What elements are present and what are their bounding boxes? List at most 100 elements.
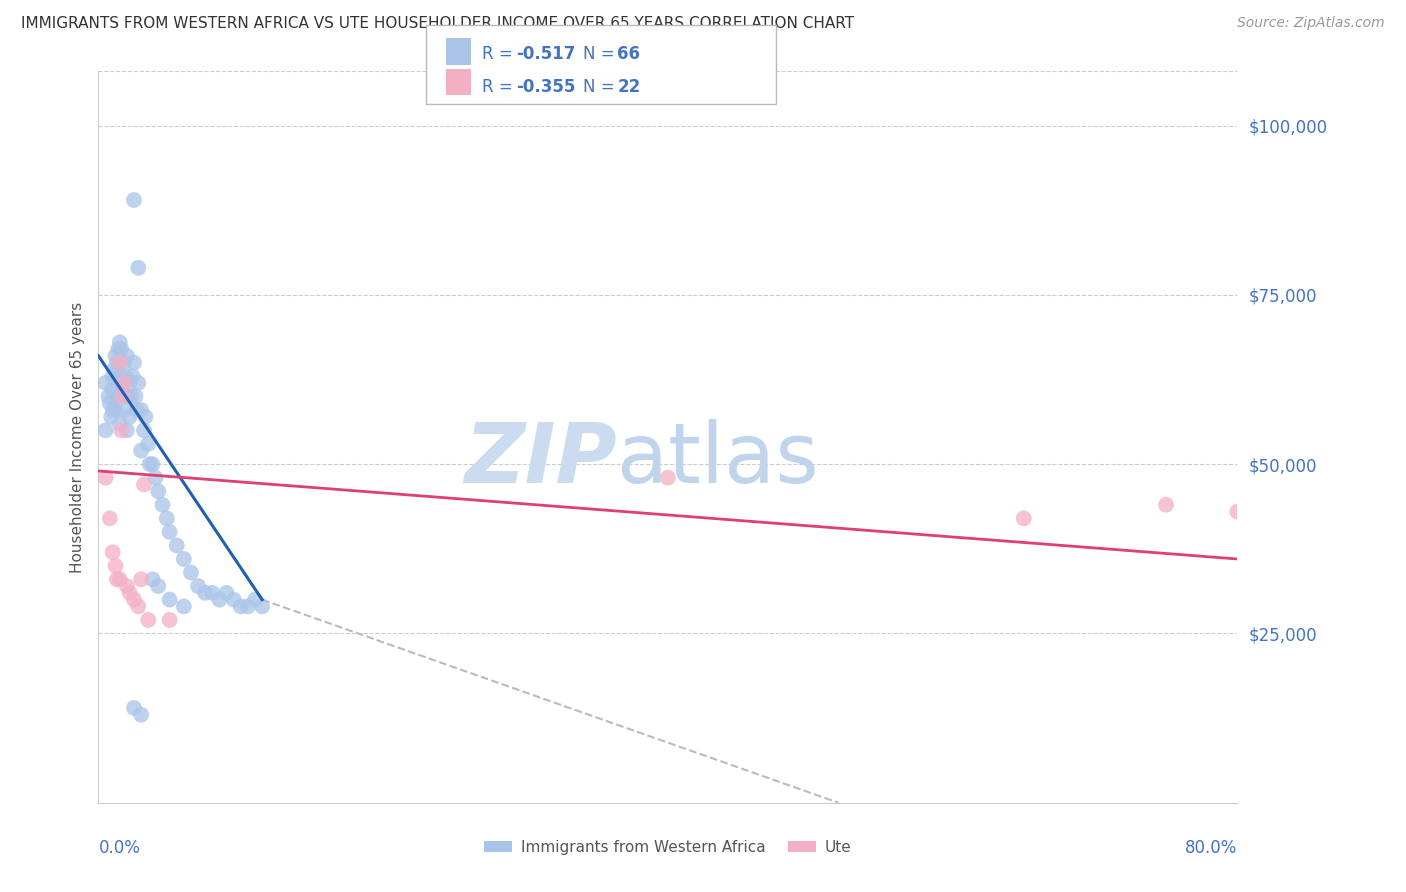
Point	[118, 409, 141, 424]
Point	[215, 586, 238, 600]
Point	[94, 423, 117, 437]
Point	[136, 613, 159, 627]
Point	[110, 342, 132, 356]
Point	[159, 613, 181, 627]
Point	[657, 471, 679, 485]
Point	[103, 362, 125, 376]
Point	[112, 376, 135, 390]
Point	[127, 376, 149, 390]
Point	[129, 707, 152, 722]
Point	[124, 389, 146, 403]
Point	[236, 599, 259, 614]
Point	[141, 572, 163, 586]
Text: IMMIGRANTS FROM WESTERN AFRICA VS UTE HOUSEHOLDER INCOME OVER 65 YEARS CORRELATI: IMMIGRANTS FROM WESTERN AFRICA VS UTE HO…	[21, 16, 855, 31]
Text: -0.517: -0.517	[516, 45, 575, 63]
Text: 66: 66	[617, 45, 640, 63]
Point	[127, 599, 149, 614]
Point	[1012, 511, 1035, 525]
Point	[98, 396, 121, 410]
Point	[152, 498, 174, 512]
Point	[222, 592, 245, 607]
Point	[122, 355, 145, 369]
Point	[111, 389, 134, 403]
Text: 22: 22	[617, 78, 641, 95]
Point	[148, 484, 170, 499]
Point	[105, 376, 128, 390]
Point	[108, 417, 131, 431]
Point	[173, 599, 195, 614]
Point	[159, 592, 181, 607]
Point	[229, 599, 252, 614]
Point	[148, 579, 170, 593]
Point	[250, 599, 273, 614]
Text: N =: N =	[583, 45, 620, 63]
Point	[180, 566, 202, 580]
Point	[243, 592, 266, 607]
Text: atlas: atlas	[617, 418, 818, 500]
Point	[156, 511, 179, 525]
Point	[129, 572, 152, 586]
Y-axis label: Householder Income Over 65 years: Householder Income Over 65 years	[69, 301, 84, 573]
Point	[125, 403, 148, 417]
Point	[121, 369, 143, 384]
Point	[97, 389, 120, 403]
Point	[201, 586, 224, 600]
Point	[101, 403, 124, 417]
Point	[108, 355, 131, 369]
Point	[104, 349, 127, 363]
Point	[122, 592, 145, 607]
Point	[114, 369, 136, 384]
Point	[115, 389, 138, 403]
Point	[132, 477, 155, 491]
Point	[105, 572, 128, 586]
Point	[115, 423, 138, 437]
Point	[118, 376, 141, 390]
Point	[136, 437, 159, 451]
Point	[104, 558, 127, 573]
Legend: Immigrants from Western Africa, Ute: Immigrants from Western Africa, Ute	[478, 834, 858, 861]
Point	[101, 383, 124, 397]
Point	[94, 471, 117, 485]
Point	[194, 586, 217, 600]
Point	[166, 538, 188, 552]
Point	[129, 443, 152, 458]
Point	[108, 335, 131, 350]
Point	[115, 349, 138, 363]
Point	[1154, 498, 1177, 512]
Point	[145, 471, 167, 485]
Point	[107, 389, 129, 403]
Point	[110, 389, 132, 403]
Text: R =: R =	[482, 45, 519, 63]
Point	[127, 260, 149, 275]
Point	[110, 423, 132, 437]
Point	[112, 355, 135, 369]
Point	[129, 403, 152, 417]
Point	[120, 389, 142, 403]
Point	[173, 552, 195, 566]
Text: Source: ZipAtlas.com: Source: ZipAtlas.com	[1237, 16, 1385, 30]
Point	[132, 423, 155, 437]
Point	[138, 457, 160, 471]
Point	[94, 376, 117, 390]
Point	[187, 579, 209, 593]
Text: R =: R =	[482, 78, 519, 95]
Point	[1226, 505, 1249, 519]
Text: ZIP: ZIP	[464, 418, 617, 500]
Point	[107, 342, 129, 356]
Point	[112, 403, 135, 417]
Point	[208, 592, 231, 607]
Point	[100, 409, 122, 424]
Point	[104, 403, 127, 417]
Point	[98, 511, 121, 525]
Point	[159, 524, 181, 539]
Point	[115, 579, 138, 593]
Point	[101, 369, 124, 384]
Point	[108, 369, 131, 384]
Text: 0.0%: 0.0%	[98, 839, 141, 857]
Point	[108, 572, 131, 586]
Point	[105, 355, 128, 369]
Point	[134, 409, 156, 424]
Text: 80.0%: 80.0%	[1185, 839, 1237, 857]
Point	[101, 545, 124, 559]
Text: N =: N =	[583, 78, 620, 95]
